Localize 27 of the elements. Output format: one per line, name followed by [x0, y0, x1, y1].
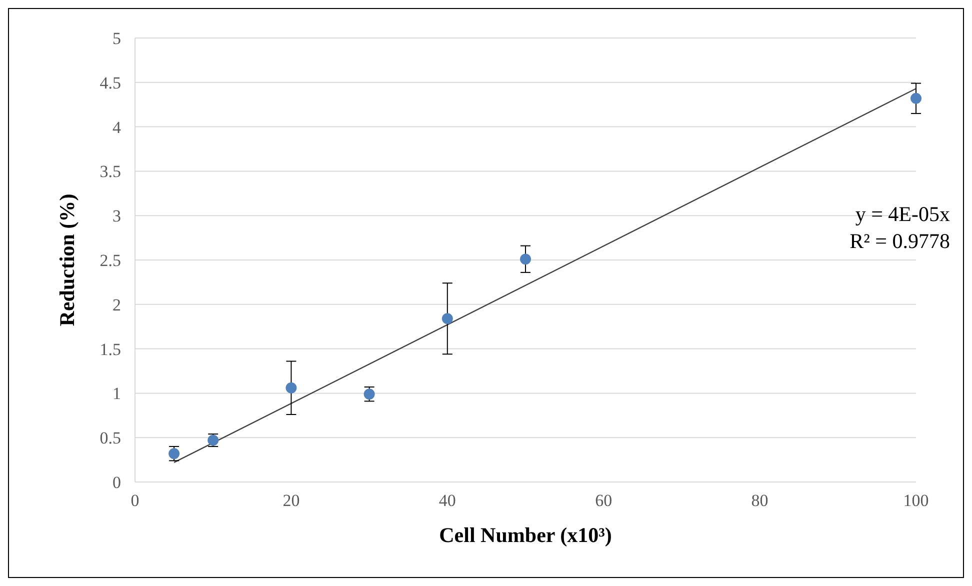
- y-tick-label: 0: [112, 473, 121, 492]
- point: [442, 313, 453, 324]
- y-tick-label: 1: [112, 384, 121, 404]
- y-tick-label: 1.5: [100, 340, 121, 359]
- x-tick-label: 40: [438, 491, 456, 510]
- point: [520, 254, 531, 265]
- y-tick-label: 4.5: [100, 73, 121, 92]
- x-tick-label: 20: [282, 491, 300, 510]
- y-tick-label: 0.5: [100, 428, 121, 448]
- x-tick-label: 80: [751, 491, 768, 510]
- x-axis-title: Cell Number (x10³): [439, 523, 612, 547]
- y-tick-label: 2.5: [100, 251, 121, 270]
- y-axis-title: Reduction (%): [55, 194, 79, 326]
- point: [910, 92, 922, 104]
- annotation: R² = 0.9778: [850, 229, 950, 253]
- y-tick-label: 4: [112, 118, 122, 137]
- point: [364, 388, 375, 400]
- point: [168, 448, 180, 460]
- y-tick-label: 5: [112, 29, 121, 48]
- point: [286, 382, 297, 394]
- x-tick-label: 100: [903, 491, 929, 510]
- x-tick-label: 60: [595, 491, 612, 510]
- y-tick-label: 3.5: [100, 162, 121, 182]
- x-tick-label: 0: [130, 491, 140, 510]
- y-tick-label: 3: [112, 206, 121, 226]
- annotation: y = 4E-05x: [855, 202, 950, 226]
- y-tick-label: 2: [112, 295, 121, 314]
